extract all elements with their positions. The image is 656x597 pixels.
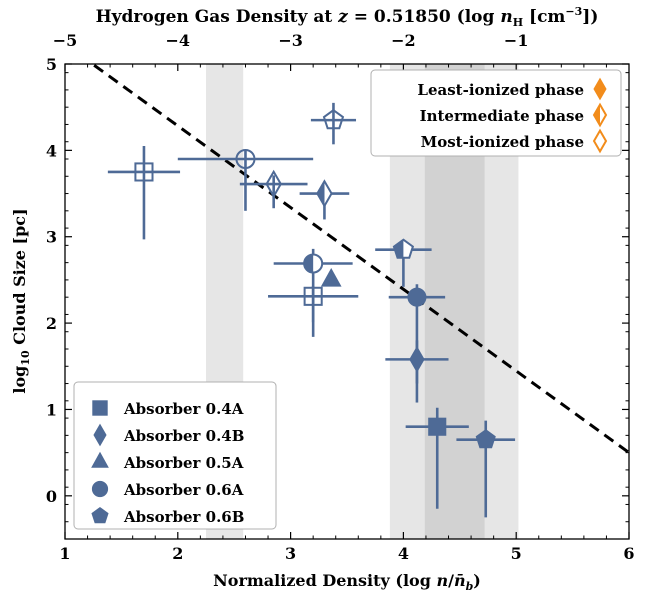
legend-marker-square <box>92 400 108 416</box>
legend-phase-marker <box>592 102 608 128</box>
legend-label: Absorber 0.4A <box>123 400 244 418</box>
fit-line-layer <box>89 64 629 454</box>
marker-diamond <box>265 169 282 199</box>
marker-circle <box>303 253 324 274</box>
y-tick-label: 1 <box>46 400 57 419</box>
x-tick-label: 5 <box>511 544 522 563</box>
legend-label: Absorber 0.5A <box>123 454 244 472</box>
legend-phase-label: Most-ionized phase <box>421 133 584 151</box>
data-point <box>273 248 353 337</box>
legend-markers: Absorber 0.4A Absorber 0.4B Absorber 0.5A A… <box>73 381 277 530</box>
legend-marker-pentagon <box>91 506 109 524</box>
plot-frame <box>64 63 630 540</box>
data-point <box>177 148 314 211</box>
marker-pentagon <box>392 238 415 259</box>
y-tick-label: 4 <box>46 141 57 160</box>
legend-markers-box <box>73 381 277 530</box>
top-tick-label: −3 <box>278 31 303 50</box>
top-tick-label: −1 <box>504 31 529 50</box>
legend-marker-circle <box>91 480 109 498</box>
marker-diamond <box>316 179 333 208</box>
x-tick-label: 6 <box>623 544 634 563</box>
y-axis-label: log10 Cloud Size [pc] <box>10 208 32 393</box>
data-point <box>299 179 350 220</box>
top-tick-label: −5 <box>53 31 78 50</box>
data-point <box>310 102 357 145</box>
legend-phase-label: Intermediate phase <box>420 107 584 125</box>
marker-square <box>428 417 447 436</box>
data-point <box>239 169 308 209</box>
data-point <box>320 267 342 287</box>
x-tick-label: 2 <box>172 544 183 563</box>
x-tick-label: 1 <box>59 544 70 563</box>
fit-line <box>89 64 629 454</box>
x-tick-label: 4 <box>398 544 409 563</box>
data-point <box>405 407 469 509</box>
data-point <box>107 146 181 240</box>
legend-phases-box <box>370 69 622 157</box>
legend-marker-triangle <box>91 451 109 468</box>
data-points <box>107 102 516 518</box>
x-tick-label: 3 <box>285 544 296 563</box>
marker-square <box>134 162 154 182</box>
data-point <box>375 238 432 287</box>
y-tick-label: 3 <box>46 228 57 247</box>
legend-marker-diamond <box>93 423 107 447</box>
data-point <box>456 420 516 518</box>
marker-pentagon <box>475 429 496 449</box>
legend-phase-marker <box>592 128 608 154</box>
marker-circle <box>407 287 427 307</box>
marker-pentagon <box>322 108 345 130</box>
legend-phases: Least-ionized phase Intermediate phase Mos… <box>370 69 622 157</box>
marker-triangle <box>320 267 342 287</box>
legend-label: Absorber 0.4B <box>123 427 244 445</box>
x-axis-label: Normalized Density (log n/n̄b) <box>213 571 481 593</box>
legend-label: Absorber 0.6B <box>123 508 244 526</box>
top-tick-label: −2 <box>391 31 416 50</box>
y-tick-label: 2 <box>46 314 57 333</box>
marker-circle <box>235 148 256 170</box>
data-point <box>388 284 446 384</box>
y-tick-label: 5 <box>46 55 57 74</box>
top-tick-label: −4 <box>166 31 191 50</box>
legend-phase-marker <box>593 77 607 101</box>
axes: 1 2 3 4 5 6 0 1 2 3 4 5 −5 −4 −3 −2 −1 <box>46 31 635 563</box>
legend-label: Absorber 0.6A <box>123 481 244 499</box>
legend-phase-label: Least-ionized phase <box>417 81 584 99</box>
chart-title: Hydrogen Gas Density at z = 0.51850 (log… <box>96 5 599 29</box>
y-tick-label: 0 <box>46 487 57 506</box>
